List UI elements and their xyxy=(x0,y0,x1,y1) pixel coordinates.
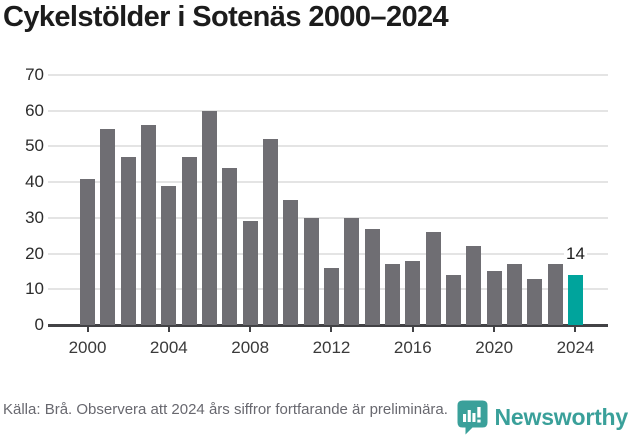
bar-chart: 14 0 10 20 30 40 50 60 70 2000 2004 2008 2012 2016 20… xyxy=(0,60,631,390)
gridline-20 xyxy=(48,252,608,255)
newsworthy-bubble-chart-icon xyxy=(457,400,488,435)
y-axis-label-30: 30 xyxy=(25,207,44,227)
gridline-40 xyxy=(48,181,608,184)
x-tick-2000 xyxy=(86,326,89,332)
bar-2018 xyxy=(445,275,461,325)
bar-2023 xyxy=(547,264,563,325)
gridline-60 xyxy=(48,109,608,112)
source-note: Källa: Brå. Observera att 2024 års siffr… xyxy=(3,401,448,418)
x-axis-label-2020: 2020 xyxy=(475,338,514,357)
x-tick-2024 xyxy=(574,326,577,332)
x-axis-line xyxy=(48,324,608,327)
plot-area: 14 xyxy=(48,74,608,332)
bar-2004 xyxy=(161,185,177,325)
bar-2008 xyxy=(242,221,258,325)
bar-2020 xyxy=(486,271,502,325)
bar-2014 xyxy=(364,228,380,325)
gridline-30 xyxy=(48,216,608,219)
bar-2009 xyxy=(262,139,278,325)
x-axis-label-2012: 2012 xyxy=(312,338,351,357)
bar-2016 xyxy=(405,260,421,325)
y-axis-label-60: 60 xyxy=(25,100,44,120)
bar-2021 xyxy=(506,264,522,325)
x-axis-label-2000: 2000 xyxy=(68,338,107,357)
y-axis-label-50: 50 xyxy=(25,136,44,156)
x-tick-2020 xyxy=(493,326,496,332)
newsworthy-logo[interactable]: Newsworthy xyxy=(457,400,628,435)
bar-2012 xyxy=(323,267,339,325)
x-tick-2012 xyxy=(330,326,333,332)
bar-2007 xyxy=(222,167,238,325)
x-tick-2008 xyxy=(249,326,252,332)
chart-title: Cykelstölder i Sotenäs 2000–2024 xyxy=(3,1,449,33)
gridline-50 xyxy=(48,145,608,148)
x-axis-label-2016: 2016 xyxy=(393,338,432,357)
gridline-70 xyxy=(48,74,608,76)
bar-2011 xyxy=(303,217,319,325)
bar-2017 xyxy=(425,232,441,325)
y-axis-label-20: 20 xyxy=(25,243,44,263)
bar-2019 xyxy=(466,246,482,325)
y-axis-label-0: 0 xyxy=(34,315,44,334)
x-tick-2016 xyxy=(411,326,414,332)
bar-2010 xyxy=(283,200,299,325)
bar-2001 xyxy=(100,128,116,325)
bar-2024 xyxy=(567,275,583,325)
x-axis-label-2024: 2024 xyxy=(556,338,595,357)
bar-2002 xyxy=(120,157,136,325)
value-label-2024: 14 xyxy=(553,244,597,263)
newsworthy-wordmark: Newsworthy xyxy=(494,404,629,430)
bar-2005 xyxy=(181,157,197,325)
bar-2013 xyxy=(344,217,360,325)
y-axis-label-40: 40 xyxy=(25,172,44,192)
bar-2006 xyxy=(201,110,217,325)
value-label-text: 14 xyxy=(564,244,587,263)
y-axis-label-10: 10 xyxy=(25,279,44,299)
bar-2003 xyxy=(140,125,156,325)
bar-2000 xyxy=(80,178,95,325)
bar-2022 xyxy=(527,278,543,325)
bar-2015 xyxy=(384,264,400,325)
x-axis-label-2004: 2004 xyxy=(149,338,188,357)
x-tick-2004 xyxy=(167,326,170,332)
x-axis-label-2008: 2008 xyxy=(231,338,270,357)
y-axis-label-70: 70 xyxy=(25,65,44,84)
